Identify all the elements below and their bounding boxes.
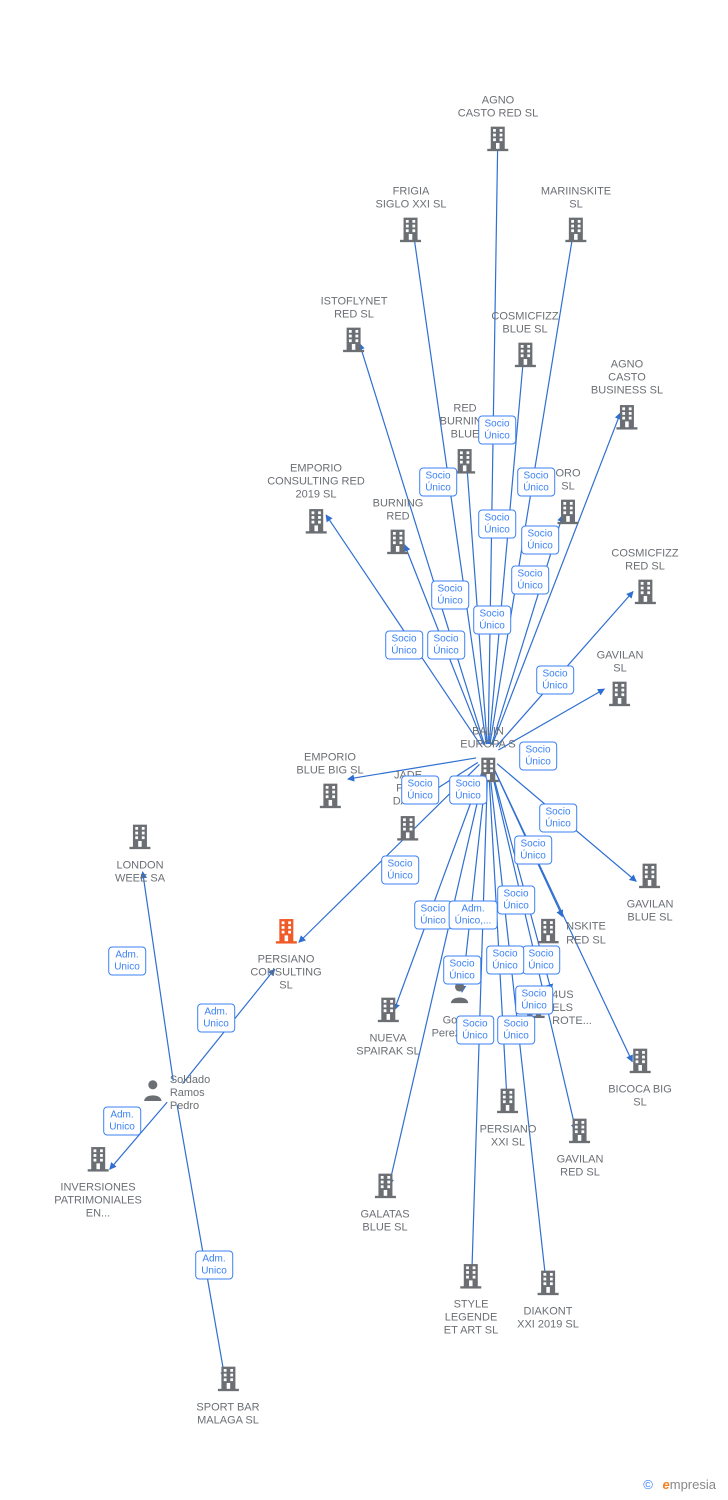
edge [143, 872, 174, 1081]
edge [492, 515, 563, 744]
edge [497, 764, 636, 882]
edge [177, 1105, 225, 1378]
edge [493, 767, 632, 1062]
copyright-symbol: © [643, 1477, 653, 1492]
graph-canvas [0, 0, 728, 1500]
edge [489, 359, 523, 744]
edge [492, 413, 620, 745]
edge [488, 143, 498, 744]
edge [414, 234, 487, 744]
edge [359, 343, 484, 744]
brand-first-letter: e [663, 1477, 670, 1492]
edge [389, 768, 485, 1186]
edge [110, 1102, 167, 1169]
edge [489, 768, 546, 1282]
edge [183, 969, 275, 1084]
edge [490, 234, 573, 744]
brand-rest: mpresia [670, 1477, 716, 1492]
watermark: © empresia [643, 1477, 716, 1492]
edge [472, 768, 488, 1282]
edge [496, 591, 633, 747]
edge [466, 458, 487, 744]
edge [491, 768, 551, 991]
edge [462, 768, 487, 992]
edge [498, 689, 604, 750]
edge [491, 768, 576, 1131]
